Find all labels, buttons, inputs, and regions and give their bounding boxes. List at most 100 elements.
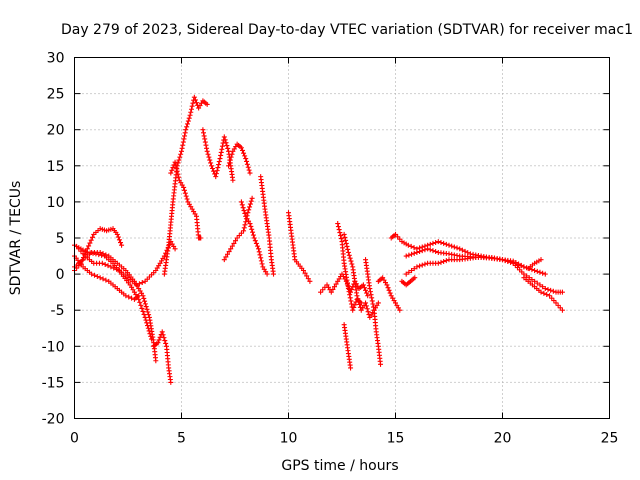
data-point bbox=[250, 232, 256, 238]
data-point bbox=[364, 290, 370, 296]
data-point bbox=[518, 263, 524, 269]
data-point bbox=[230, 177, 236, 183]
data-point bbox=[178, 151, 184, 157]
data-point bbox=[182, 130, 188, 136]
data-point bbox=[108, 264, 114, 270]
data-point bbox=[202, 136, 208, 142]
data-point bbox=[559, 289, 565, 295]
data-point bbox=[139, 280, 145, 286]
data-point bbox=[446, 242, 452, 248]
data-point bbox=[241, 228, 247, 234]
data-point bbox=[174, 165, 180, 171]
chart-title: Day 279 of 2023, Sidereal Day-to-day VTE… bbox=[61, 22, 633, 38]
series-arc-4 bbox=[72, 253, 142, 302]
data-point bbox=[226, 160, 232, 166]
data-point bbox=[103, 252, 109, 258]
data-point bbox=[249, 195, 255, 201]
data-point bbox=[99, 260, 105, 266]
data-point bbox=[218, 149, 224, 155]
x-tick-label: 5 bbox=[177, 431, 186, 447]
data-point bbox=[422, 261, 428, 267]
data-point bbox=[181, 184, 187, 190]
data-point bbox=[142, 298, 148, 304]
data-point bbox=[246, 167, 252, 173]
data-point bbox=[203, 142, 209, 148]
y-tick-label: 25 bbox=[47, 87, 65, 103]
data-point bbox=[180, 142, 186, 148]
series-arc-24 bbox=[521, 275, 565, 313]
data-point bbox=[397, 307, 403, 313]
data-point bbox=[360, 282, 366, 288]
data-point bbox=[227, 157, 233, 163]
data-point bbox=[134, 282, 140, 288]
data-point bbox=[348, 365, 354, 371]
data-point bbox=[94, 274, 100, 280]
data-point bbox=[271, 271, 277, 277]
data-point bbox=[347, 295, 353, 301]
data-point bbox=[532, 267, 538, 273]
data-point bbox=[172, 246, 178, 252]
data-point bbox=[116, 237, 122, 243]
data-point bbox=[118, 240, 124, 246]
points-layer bbox=[72, 94, 565, 385]
data-point bbox=[244, 158, 250, 164]
data-point bbox=[239, 147, 245, 153]
data-point bbox=[213, 174, 219, 180]
data-point bbox=[114, 266, 120, 272]
data-point bbox=[365, 309, 371, 315]
data-point bbox=[87, 240, 93, 246]
data-point bbox=[529, 267, 535, 273]
data-point bbox=[385, 285, 391, 291]
data-point bbox=[202, 139, 208, 145]
data-point bbox=[245, 164, 251, 170]
data-point bbox=[542, 271, 548, 277]
data-point bbox=[545, 286, 551, 292]
data-point bbox=[226, 163, 232, 169]
data-point bbox=[537, 282, 543, 288]
data-point bbox=[223, 140, 229, 146]
data-point bbox=[214, 168, 220, 174]
y-tick-label: 15 bbox=[47, 159, 65, 175]
data-point bbox=[198, 235, 204, 241]
series-arc-16 bbox=[335, 221, 364, 313]
data-point bbox=[142, 314, 148, 320]
data-point bbox=[368, 292, 374, 298]
data-point bbox=[542, 286, 548, 292]
data-point bbox=[184, 121, 190, 127]
ticks-layer bbox=[74, 57, 610, 419]
data-point bbox=[307, 278, 313, 284]
series-arc-2 bbox=[72, 242, 155, 342]
data-point bbox=[349, 261, 355, 267]
data-point bbox=[176, 157, 182, 163]
data-point bbox=[304, 273, 310, 279]
data-point bbox=[363, 287, 369, 293]
data-point bbox=[229, 151, 235, 157]
data-point bbox=[347, 292, 353, 298]
data-point bbox=[185, 118, 191, 124]
data-point bbox=[462, 248, 468, 254]
data-point bbox=[247, 204, 253, 210]
data-point bbox=[231, 240, 237, 246]
series-arc-3 bbox=[72, 249, 159, 364]
data-point bbox=[257, 252, 263, 258]
y-tick-label: 0 bbox=[56, 267, 65, 283]
data-point bbox=[204, 101, 210, 107]
data-point bbox=[115, 234, 121, 240]
data-point bbox=[177, 154, 183, 160]
data-point bbox=[538, 289, 544, 295]
data-point bbox=[188, 106, 194, 112]
x-tick-label: 20 bbox=[494, 431, 512, 447]
data-point bbox=[348, 301, 354, 307]
data-point bbox=[419, 248, 425, 254]
data-point bbox=[140, 308, 146, 314]
series-arc-20 bbox=[375, 275, 403, 313]
data-point bbox=[403, 271, 409, 277]
data-point bbox=[221, 134, 227, 140]
data-point bbox=[457, 246, 463, 252]
x-tick-label: 15 bbox=[387, 431, 405, 447]
data-point bbox=[343, 240, 349, 246]
data-point bbox=[247, 170, 253, 176]
data-point bbox=[142, 301, 148, 307]
data-point bbox=[338, 233, 344, 239]
